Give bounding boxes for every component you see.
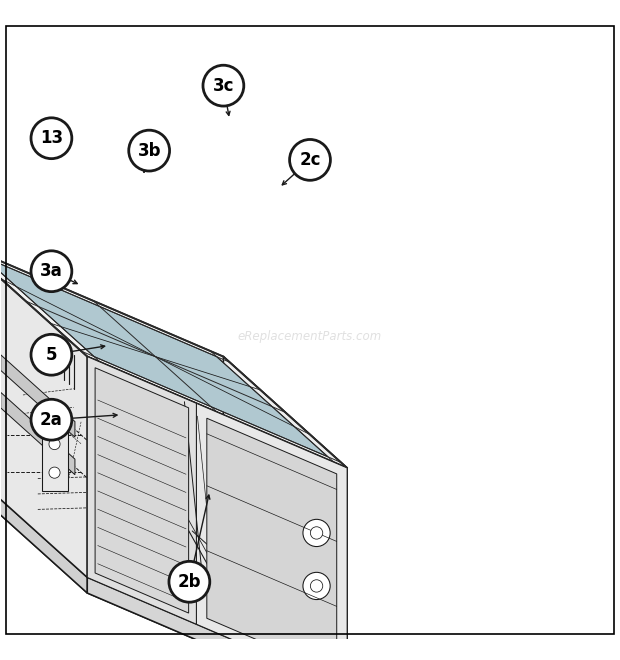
Text: 3b: 3b [138,142,161,160]
Polygon shape [0,482,347,660]
Polygon shape [0,256,328,457]
Circle shape [203,65,244,106]
Circle shape [311,579,323,592]
Text: 13: 13 [40,129,63,147]
Polygon shape [197,403,347,660]
Circle shape [129,130,170,171]
Circle shape [49,467,60,478]
Polygon shape [0,246,347,468]
Polygon shape [223,578,347,660]
Circle shape [31,118,72,158]
Circle shape [290,139,330,180]
Circle shape [31,251,72,292]
Circle shape [31,399,72,440]
Text: 2c: 2c [299,151,321,169]
Circle shape [303,572,330,599]
Text: eReplacementParts.com: eReplacementParts.com [238,330,382,343]
Polygon shape [207,418,337,660]
Circle shape [49,438,60,449]
Text: 2b: 2b [177,573,201,591]
Text: 3a: 3a [40,262,63,280]
Polygon shape [87,356,347,660]
Circle shape [31,335,72,375]
Polygon shape [1,392,75,475]
Circle shape [303,519,330,546]
Text: 2a: 2a [40,411,63,429]
Polygon shape [42,426,68,491]
Polygon shape [0,246,87,578]
Polygon shape [0,466,87,593]
Polygon shape [87,356,197,624]
Text: 5: 5 [46,346,57,364]
Polygon shape [223,356,347,660]
Polygon shape [1,355,75,437]
Text: 3c: 3c [213,77,234,94]
Polygon shape [95,368,188,613]
Circle shape [169,562,210,602]
Circle shape [311,527,323,539]
Polygon shape [87,578,347,660]
